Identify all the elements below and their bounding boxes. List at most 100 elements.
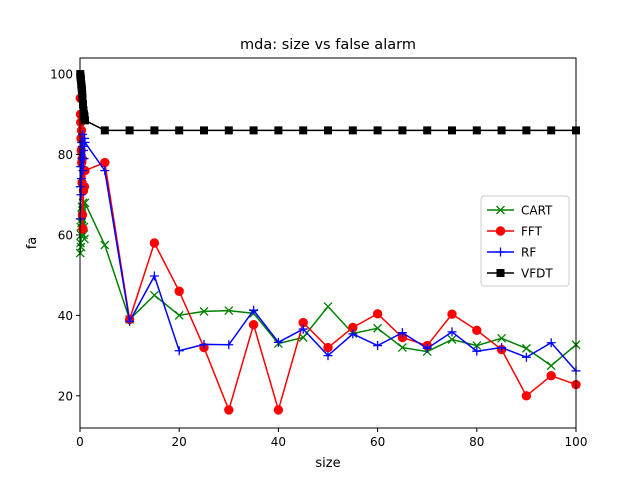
series-rf	[75, 129, 581, 376]
data-point-cart	[397, 343, 407, 353]
chart-title: mda: size vs false alarm	[240, 37, 416, 53]
data-point-cart	[76, 242, 86, 252]
data-point-rf	[497, 343, 507, 353]
data-point-vfdt	[79, 106, 88, 115]
legend-marker-fft	[495, 226, 506, 236]
data-point-fft	[521, 391, 532, 401]
data-point-vfdt	[423, 126, 432, 135]
data-point-cart	[80, 234, 89, 244]
data-point-fft	[273, 405, 284, 415]
data-point-fft	[472, 325, 482, 335]
legend-marker-vfdt	[496, 269, 505, 277]
data-point-rf	[76, 162, 86, 172]
legend-marker-rf	[496, 247, 505, 257]
data-point-vfdt	[497, 126, 506, 135]
data-point-vfdt	[175, 126, 184, 135]
data-point-cart	[174, 310, 184, 320]
legend: CART FFT RF VFDT	[480, 195, 570, 287]
plot-frame	[79, 57, 577, 429]
data-point-cart	[100, 240, 110, 250]
x-tick-label: 40	[271, 435, 286, 449]
y-tick-label: 60	[58, 228, 73, 242]
legend-frame	[480, 195, 570, 287]
data-point-cart	[224, 306, 234, 316]
data-point-vfdt	[78, 94, 87, 103]
legend-item-rf: RF	[487, 246, 536, 260]
data-point-rf	[149, 271, 159, 281]
legend-label-fft: FFT	[521, 225, 543, 239]
data-point-rf	[249, 305, 259, 315]
data-point-vfdt	[224, 126, 233, 135]
data-point-vfdt	[150, 126, 159, 135]
data-point-cart	[149, 290, 159, 300]
data-point-cart	[521, 343, 531, 353]
data-point-fft	[76, 125, 87, 136]
data-point-vfdt	[398, 126, 407, 135]
data-point-fft	[323, 342, 333, 353]
series-layer	[75, 70, 581, 415]
data-point-fft	[78, 224, 88, 234]
data-point-vfdt	[448, 126, 456, 135]
x-tick-label: 0	[76, 435, 84, 449]
data-point-cart	[447, 335, 457, 344]
x-tick-label: 80	[469, 435, 484, 449]
data-point-rf	[76, 190, 86, 200]
data-point-fft	[546, 371, 556, 381]
data-point-rf	[373, 341, 383, 351]
legend-label-cart: CART	[521, 204, 553, 218]
legend-item-cart: CART	[487, 204, 553, 218]
data-point-vfdt	[373, 126, 382, 135]
data-point-vfdt	[100, 126, 109, 135]
data-point-fft	[248, 319, 259, 330]
data-point-vfdt	[80, 112, 89, 121]
data-point-cart	[199, 306, 209, 316]
data-point-rf	[472, 346, 482, 356]
legend-marker-cart	[496, 205, 505, 215]
x-tick-label: 20	[172, 435, 187, 449]
data-point-rf	[348, 329, 358, 339]
legend-item-fft: FFT	[487, 225, 543, 239]
data-point-rf	[125, 316, 135, 326]
data-point-fft	[224, 405, 234, 415]
data-point-vfdt	[547, 126, 556, 135]
legend-item-vfdt: VFDT	[487, 267, 553, 281]
data-point-rf	[447, 327, 457, 337]
data-point-vfdt	[78, 90, 87, 99]
data-point-rf	[422, 343, 432, 353]
data-point-vfdt	[274, 126, 283, 135]
data-point-rf	[199, 339, 209, 349]
data-point-rf	[100, 166, 110, 176]
y-tick-label: 100	[50, 68, 73, 82]
data-point-cart	[546, 361, 556, 371]
x-tick-label: 60	[370, 435, 385, 449]
data-point-vfdt	[77, 86, 86, 95]
data-point-vfdt	[522, 126, 531, 135]
data-point-fft	[372, 309, 383, 319]
y-tick-label: 40	[58, 309, 73, 323]
data-point-vfdt	[125, 126, 134, 135]
data-point-fft	[174, 286, 184, 296]
data-point-vfdt	[200, 126, 208, 135]
data-point-vfdt	[80, 116, 89, 125]
y-tick-label: 80	[58, 148, 73, 162]
data-point-rf	[174, 346, 184, 356]
data-point-vfdt	[472, 126, 481, 135]
legend-label-vfdt: VFDT	[521, 267, 553, 281]
data-point-rf	[76, 174, 86, 184]
data-point-cart	[298, 333, 308, 342]
data-point-rf	[521, 352, 531, 362]
data-point-rf	[79, 154, 89, 164]
y-axis-label: fa	[25, 237, 40, 250]
y-tick-label: 20	[58, 389, 73, 403]
data-point-vfdt	[249, 126, 258, 135]
data-point-rf	[273, 337, 283, 347]
data-point-fft	[149, 238, 160, 248]
data-point-vfdt	[299, 126, 308, 135]
data-point-cart	[373, 323, 383, 333]
series-vfdt	[76, 70, 580, 135]
data-point-vfdt	[324, 126, 332, 135]
x-axis-label: size	[315, 456, 340, 471]
data-point-fft	[447, 309, 457, 319]
data-point-rf	[323, 351, 333, 361]
